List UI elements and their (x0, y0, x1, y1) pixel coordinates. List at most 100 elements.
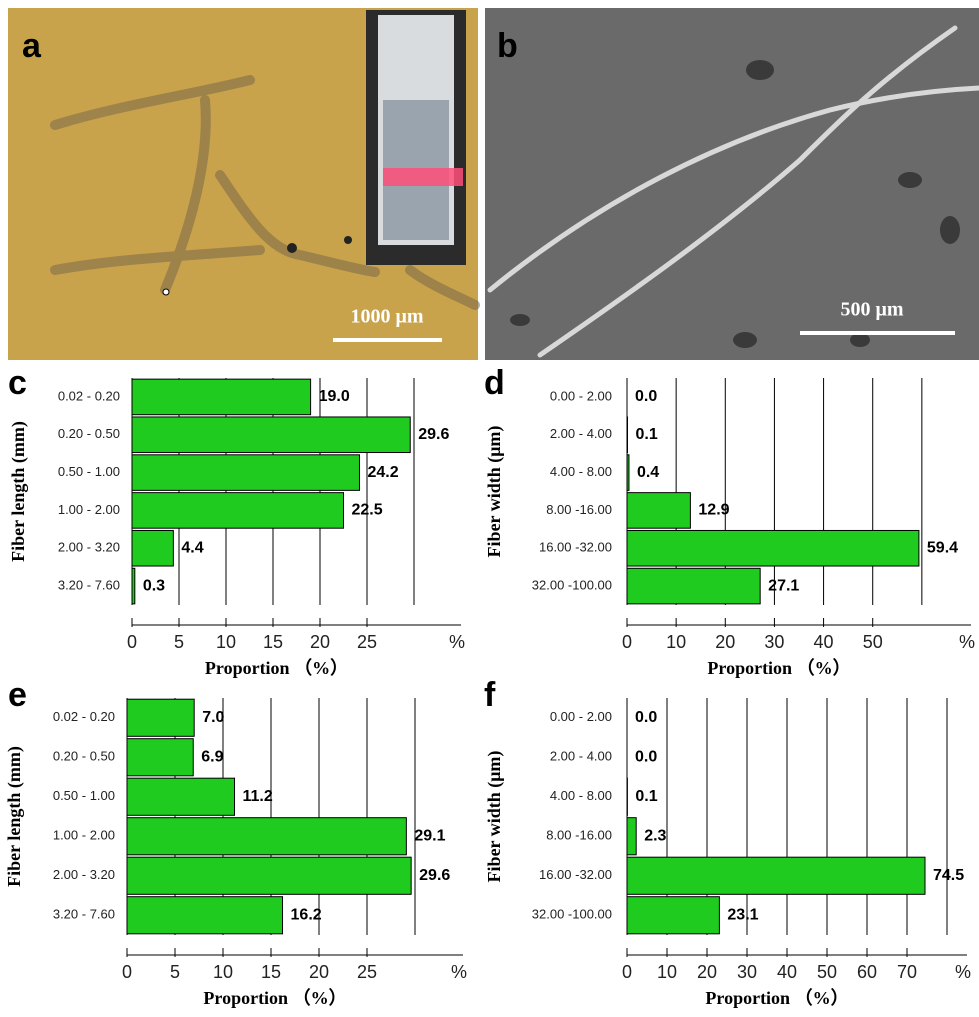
value-label: 23.1 (727, 906, 758, 923)
value-label: 2.3 (644, 827, 666, 844)
bar (131, 492, 344, 529)
bar (131, 567, 136, 605)
category-label: 0.00 - 2.00 (550, 709, 612, 724)
debris (510, 60, 960, 348)
value-label: 0.3 (143, 577, 165, 594)
category-label: 4.00 - 8.00 (550, 464, 612, 479)
panel-label: c (8, 364, 27, 402)
bar (131, 378, 312, 416)
x-tick-label: 40 (814, 632, 834, 652)
bar (626, 856, 926, 895)
x-unit: % (449, 632, 465, 652)
bar (126, 777, 236, 816)
particle (162, 288, 170, 296)
x-tick-label: 15 (263, 632, 283, 652)
value-label: 24.2 (367, 464, 398, 481)
value-label: 0.4 (637, 464, 659, 481)
category-label: 16.00 -32.00 (539, 540, 612, 555)
fibers-a (50, 75, 480, 310)
particle (287, 243, 297, 253)
x-tick-label: 30 (737, 962, 757, 982)
category-label: 8.00 -16.00 (546, 828, 612, 843)
value-label: 29.6 (418, 426, 449, 443)
particle (344, 236, 352, 244)
x-tick-label: 0 (622, 632, 632, 652)
category-label: 0.20 - 0.50 (53, 749, 115, 764)
y-axis-title: Fiber length (mm) (4, 746, 25, 887)
panel-label: f (484, 676, 496, 714)
bar (626, 492, 691, 529)
value-label: 22.5 (352, 502, 383, 519)
bar (131, 529, 174, 567)
x-unit: % (959, 632, 975, 652)
category-label: 2.00 - 4.00 (550, 749, 612, 764)
laser-beam (383, 168, 463, 186)
x-tick-label: 20 (309, 962, 329, 982)
x-tick-label: 70 (897, 962, 917, 982)
x-tick-label: 30 (764, 632, 784, 652)
bar (626, 567, 761, 605)
y-axis-title: Fiber length (mm) (8, 421, 29, 562)
x-axis-title: Proportion （%） (203, 988, 346, 1008)
value-label: 4.4 (181, 539, 203, 556)
category-label: 0.20 - 0.50 (58, 426, 120, 441)
category-label: 2.00 - 3.20 (53, 867, 115, 882)
bar (626, 817, 637, 856)
x-tick-label: 20 (715, 632, 735, 652)
panel-label: e (8, 676, 27, 714)
x-tick-label: 25 (357, 962, 377, 982)
x-tick-label: 50 (817, 962, 837, 982)
bar (131, 454, 360, 491)
value-label: 0.0 (635, 388, 657, 405)
micrograph-b (485, 8, 979, 360)
category-label: 1.00 - 2.00 (53, 828, 115, 843)
bar (126, 738, 194, 777)
value-label: 27.1 (768, 577, 799, 594)
scale-text: 1000 μm (351, 306, 424, 328)
y-axis-title: Fiber width (μm) (484, 426, 505, 558)
scale-text: 500 μm (841, 299, 904, 321)
x-tick-label: 5 (170, 962, 180, 982)
bar (126, 856, 412, 895)
bar (126, 896, 284, 935)
category-label: 4.00 - 8.00 (550, 788, 612, 803)
value-label: 0.1 (635, 426, 657, 443)
bar (626, 529, 920, 567)
category-label: 8.00 -16.00 (546, 502, 612, 517)
x-tick-label: 20 (697, 962, 717, 982)
bar (626, 454, 630, 491)
x-tick-label: 10 (657, 962, 677, 982)
x-tick-label: 0 (622, 962, 632, 982)
x-unit: % (955, 962, 971, 982)
value-label: 16.2 (291, 906, 322, 923)
x-axis-title: Proportion （%） (705, 988, 848, 1008)
x-tick-label: 25 (357, 632, 377, 652)
value-label: 6.9 (201, 748, 223, 765)
x-axis-title: Proportion （%） (707, 658, 850, 678)
y-axis-title: Fiber width (μm) (484, 751, 505, 883)
category-label: 1.00 - 2.00 (58, 502, 120, 517)
x-tick-label: 60 (857, 962, 877, 982)
value-label: 29.6 (419, 867, 450, 884)
category-label: 32.00 -100.00 (532, 578, 612, 593)
panel-label: a (22, 27, 42, 65)
value-label: 74.5 (933, 867, 964, 884)
value-label: 29.1 (414, 827, 445, 844)
category-label: 0.02 - 0.20 (53, 709, 115, 724)
x-tick-label: 10 (213, 962, 233, 982)
x-tick-label: 20 (310, 632, 330, 652)
x-tick-label: 5 (174, 632, 184, 652)
x-unit: % (451, 962, 467, 982)
category-label: 0.50 - 1.00 (53, 788, 115, 803)
value-label: 11.2 (243, 788, 273, 805)
category-label: 3.20 - 7.60 (53, 907, 115, 922)
panel-label: d (484, 364, 505, 402)
x-tick-label: 0 (127, 632, 137, 652)
x-tick-label: 10 (666, 632, 686, 652)
bar (131, 416, 411, 454)
value-label: 59.4 (927, 539, 958, 556)
fibers-b (487, 25, 979, 358)
x-tick-label: 50 (863, 632, 883, 652)
category-label: 3.20 - 7.60 (58, 578, 120, 593)
